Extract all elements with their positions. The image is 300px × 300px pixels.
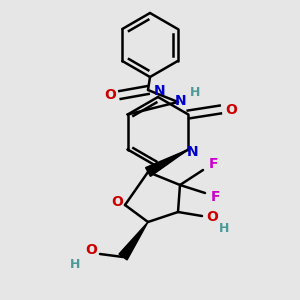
Text: F: F [208, 157, 218, 171]
Text: O: O [206, 210, 218, 224]
Text: N: N [175, 94, 187, 108]
Text: H: H [219, 223, 229, 236]
Text: H: H [190, 85, 200, 98]
Text: N: N [187, 146, 198, 160]
Text: O: O [85, 243, 97, 257]
Polygon shape [146, 149, 188, 176]
Text: H: H [70, 257, 80, 271]
Text: O: O [111, 195, 123, 209]
Text: N: N [154, 84, 166, 98]
Text: F: F [211, 190, 221, 204]
Text: O: O [225, 103, 237, 116]
Text: O: O [104, 88, 116, 102]
Polygon shape [119, 222, 148, 260]
